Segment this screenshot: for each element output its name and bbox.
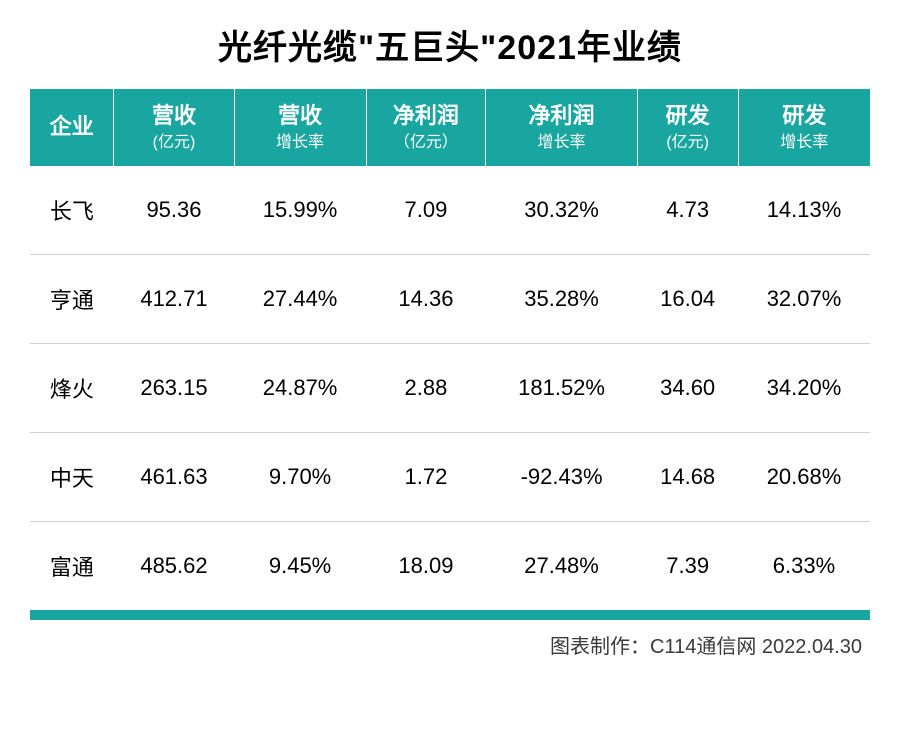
cell-value: 16.04 [637, 255, 738, 344]
cell-value: 15.99% [234, 166, 366, 255]
cell-value: 6.33% [738, 522, 870, 611]
cell-value: 2.88 [366, 344, 486, 433]
cell-value: 30.32% [486, 166, 637, 255]
col-company: 企业 [30, 89, 114, 166]
performance-table: 企业 营收 (亿元) 营收 增长率 净利润 （亿元） 净利润 增长率 研发 (亿… [30, 89, 870, 610]
cell-company: 长飞 [30, 166, 114, 255]
cell-value: 485.62 [114, 522, 234, 611]
cell-value: 14.68 [637, 433, 738, 522]
col-revenue-growth: 营收 增长率 [234, 89, 366, 166]
cell-value: 32.07% [738, 255, 870, 344]
col-label-main: 净利润 [490, 101, 632, 132]
col-profit: 净利润 （亿元） [366, 89, 486, 166]
footer-divider-bar [30, 610, 870, 620]
col-label-main: 净利润 [371, 101, 482, 132]
credit-line: 图表制作：C114通信网 2022.04.30 [30, 630, 870, 659]
cell-company: 富通 [30, 522, 114, 611]
cell-company: 中天 [30, 433, 114, 522]
cell-company: 亨通 [30, 255, 114, 344]
cell-value: 412.71 [114, 255, 234, 344]
cell-value: 7.09 [366, 166, 486, 255]
col-label-sub: （亿元） [371, 132, 482, 154]
cell-value: 34.20% [738, 344, 870, 433]
col-label-sub: 增长率 [743, 132, 867, 154]
cell-value: 27.48% [486, 522, 637, 611]
cell-value: 14.36 [366, 255, 486, 344]
col-label-sub: (亿元) [642, 132, 734, 154]
cell-value: 181.52% [486, 344, 637, 433]
cell-value: 27.44% [234, 255, 366, 344]
cell-value: 18.09 [366, 522, 486, 611]
table-row: 烽火 263.15 24.87% 2.88 181.52% 34.60 34.2… [30, 344, 870, 433]
table-row: 长飞 95.36 15.99% 7.09 30.32% 4.73 14.13% [30, 166, 870, 255]
cell-value: 4.73 [637, 166, 738, 255]
col-profit-growth: 净利润 增长率 [486, 89, 637, 166]
col-label-main: 营收 [118, 101, 229, 132]
cell-value: 34.60 [637, 344, 738, 433]
cell-value: 20.68% [738, 433, 870, 522]
cell-value: 95.36 [114, 166, 234, 255]
cell-value: 35.28% [486, 255, 637, 344]
col-label-main: 营收 [239, 101, 362, 132]
cell-value: 24.87% [234, 344, 366, 433]
cell-value: 9.45% [234, 522, 366, 611]
table-header-row: 企业 营收 (亿元) 营收 增长率 净利润 （亿元） 净利润 增长率 研发 (亿… [30, 89, 870, 166]
cell-value: 263.15 [114, 344, 234, 433]
col-revenue: 营收 (亿元) [114, 89, 234, 166]
cell-value: 14.13% [738, 166, 870, 255]
cell-value: 7.39 [637, 522, 738, 611]
page-title: 光纤光缆"五巨头"2021年业绩 [30, 20, 870, 69]
col-label-sub: 增长率 [239, 132, 362, 154]
col-label-main: 研发 [642, 101, 734, 132]
col-rd: 研发 (亿元) [637, 89, 738, 166]
cell-company: 烽火 [30, 344, 114, 433]
cell-value: -92.43% [486, 433, 637, 522]
table-row: 富通 485.62 9.45% 18.09 27.48% 7.39 6.33% [30, 522, 870, 611]
col-rd-growth: 研发 增长率 [738, 89, 870, 166]
col-label-main: 研发 [743, 101, 867, 132]
cell-value: 1.72 [366, 433, 486, 522]
table-row: 中天 461.63 9.70% 1.72 -92.43% 14.68 20.68… [30, 433, 870, 522]
col-label-sub: (亿元) [118, 132, 229, 154]
col-label-main: 企业 [34, 112, 109, 143]
col-label-sub: 增长率 [490, 132, 632, 154]
cell-value: 9.70% [234, 433, 366, 522]
table-row: 亨通 412.71 27.44% 14.36 35.28% 16.04 32.0… [30, 255, 870, 344]
cell-value: 461.63 [114, 433, 234, 522]
